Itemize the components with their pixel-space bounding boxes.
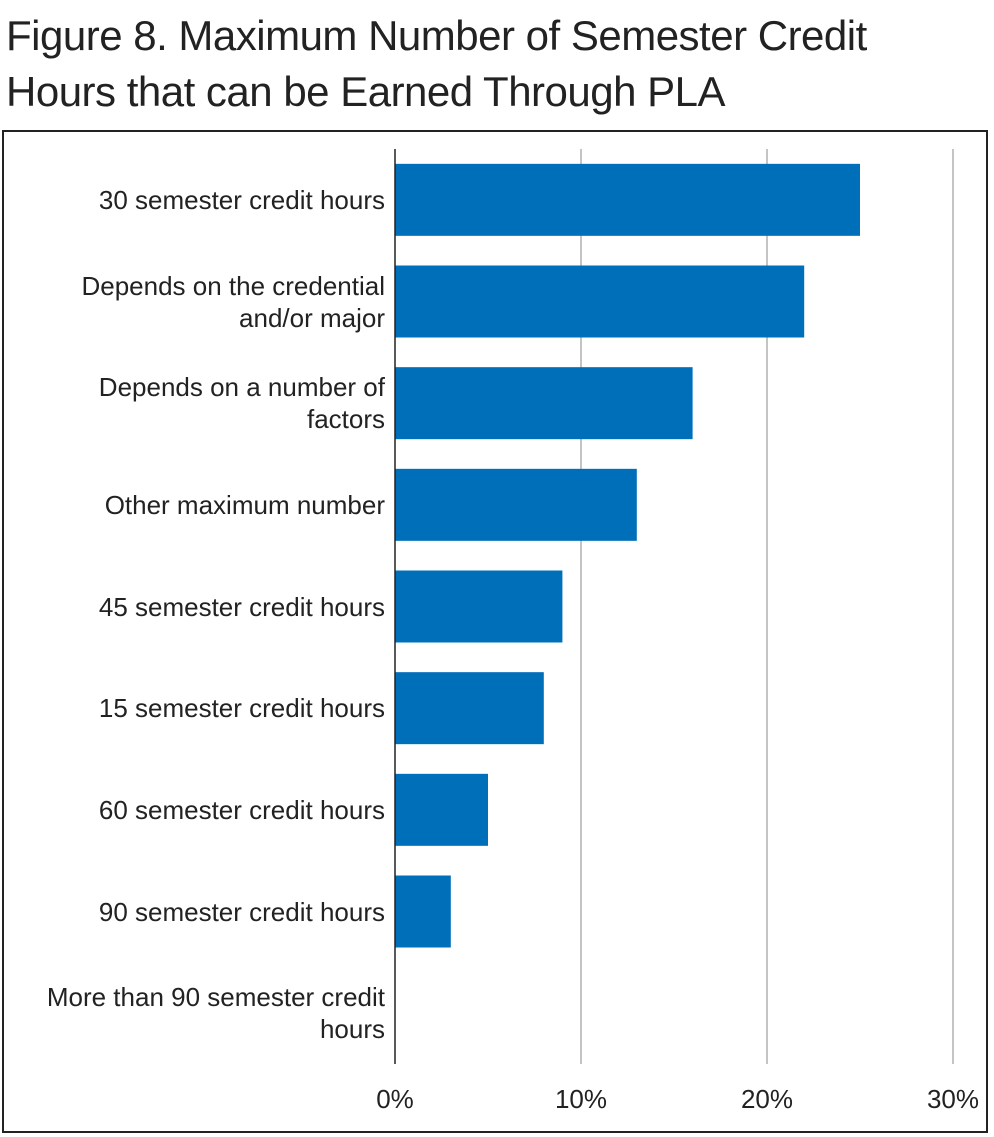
x-tick-label: 20% (741, 1084, 793, 1114)
y-tick-label: Depends on the credential and/or major (81, 270, 385, 333)
bar (395, 163, 860, 236)
bar (395, 773, 488, 846)
y-tick-label: 45 semester credit hours (98, 591, 385, 622)
x-tick-label: 10% (555, 1084, 607, 1114)
bar (395, 570, 563, 643)
bar (395, 367, 693, 440)
chart-frame (2, 130, 988, 1133)
chart-title: Figure 8. Maximum Number of Semester Cre… (6, 12, 867, 115)
x-tick-label: 0% (376, 1084, 414, 1114)
bar (395, 265, 805, 338)
y-tick-label: 60 semester credit hours (98, 794, 385, 825)
bar (395, 468, 637, 541)
bar (395, 875, 451, 948)
y-tick-label: More than 90 semester credit hours (46, 982, 385, 1045)
y-tick-label: 90 semester credit hours (98, 896, 385, 927)
x-tick-label: 30% (927, 1084, 979, 1114)
y-tick-label: 15 semester credit hours (98, 693, 385, 724)
y-tick-label: Other maximum number (104, 489, 385, 520)
y-tick-label: 30 semester credit hours (98, 184, 385, 215)
y-tick-label: Depends on a number of factors (98, 372, 385, 435)
bar (395, 672, 544, 745)
